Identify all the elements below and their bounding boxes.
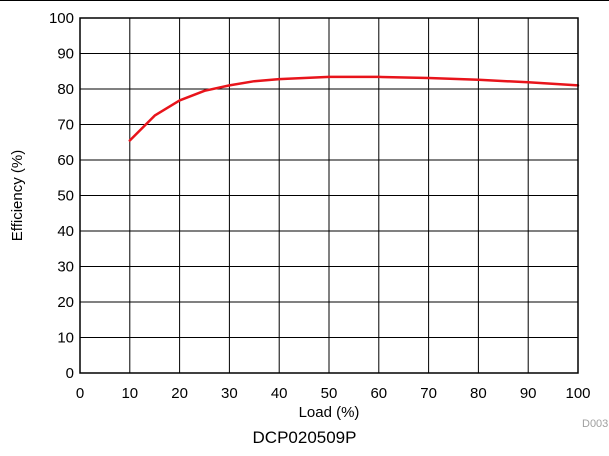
x-tick-label: 90 <box>520 385 537 402</box>
y-tick-label: 30 <box>57 259 74 276</box>
y-tick-label: 100 <box>49 10 74 27</box>
x-tick-label: 80 <box>470 385 487 402</box>
y-axis-label: Efficiency (%) <box>9 150 26 241</box>
x-axis-label: Load (%) <box>299 404 360 421</box>
y-tick-label: 50 <box>57 188 74 205</box>
x-tick-labels: 0 10 20 30 40 50 60 70 80 90 100 <box>76 385 591 402</box>
series-layer <box>128 75 580 142</box>
y-tick-label: 60 <box>57 152 74 169</box>
y-tick-label: 80 <box>57 81 74 98</box>
grid <box>79 17 579 374</box>
top-rule <box>0 0 609 1</box>
x-tick-label: 60 <box>370 385 387 402</box>
chart-caption: DCP020509P <box>252 428 357 447</box>
x-tick-label: 20 <box>171 385 188 402</box>
y-tick-label: 20 <box>57 294 74 311</box>
efficiency-series-line <box>128 75 580 142</box>
x-tick-label: 30 <box>221 385 238 402</box>
y-tick-labels: 0 10 20 30 40 50 60 70 80 90 100 <box>49 10 74 382</box>
x-tick-label: 40 <box>271 385 288 402</box>
x-tick-label: 100 <box>565 385 590 402</box>
y-tick-label: 90 <box>57 46 74 63</box>
y-tick-label: 10 <box>57 330 74 347</box>
x-tick-label: 70 <box>420 385 437 402</box>
y-tick-label: 40 <box>57 223 74 240</box>
x-tick-label: 10 <box>121 385 138 402</box>
x-tick-label: 50 <box>321 385 338 402</box>
y-tick-label: 0 <box>66 365 74 382</box>
x-tick-label: 0 <box>76 385 84 402</box>
y-tick-label: 70 <box>57 117 74 134</box>
plot-frame <box>79 17 579 374</box>
figure-id: D003 <box>582 418 609 430</box>
